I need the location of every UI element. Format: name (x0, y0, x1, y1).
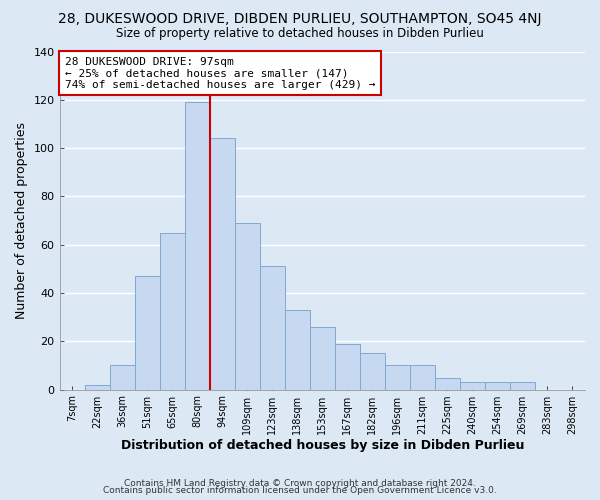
Bar (360, 354, 385, 390)
Bar (285, 310, 310, 390)
Bar (260, 266, 285, 390)
Bar (310, 327, 335, 390)
Bar (510, 382, 535, 390)
Text: 28, DUKESWOOD DRIVE, DIBDEN PURLIEU, SOUTHAMPTON, SO45 4NJ: 28, DUKESWOOD DRIVE, DIBDEN PURLIEU, SOU… (58, 12, 542, 26)
Bar (235, 223, 260, 390)
Bar (185, 102, 209, 390)
Text: Contains HM Land Registry data © Crown copyright and database right 2024.: Contains HM Land Registry data © Crown c… (124, 478, 476, 488)
Bar (110, 366, 134, 390)
Bar (85, 385, 110, 390)
Bar (160, 232, 185, 390)
Bar (209, 138, 235, 390)
X-axis label: Distribution of detached houses by size in Dibden Purlieu: Distribution of detached houses by size … (121, 440, 524, 452)
Bar (460, 382, 485, 390)
Text: Contains public sector information licensed under the Open Government Licence v3: Contains public sector information licen… (103, 486, 497, 495)
Text: 28 DUKESWOOD DRIVE: 97sqm
← 25% of detached houses are smaller (147)
74% of semi: 28 DUKESWOOD DRIVE: 97sqm ← 25% of detac… (65, 56, 375, 90)
Bar (385, 366, 410, 390)
Bar (335, 344, 360, 390)
Bar (435, 378, 460, 390)
Text: Size of property relative to detached houses in Dibden Purlieu: Size of property relative to detached ho… (116, 28, 484, 40)
Bar (410, 366, 435, 390)
Y-axis label: Number of detached properties: Number of detached properties (15, 122, 28, 319)
Bar (485, 382, 510, 390)
Bar (134, 276, 160, 390)
